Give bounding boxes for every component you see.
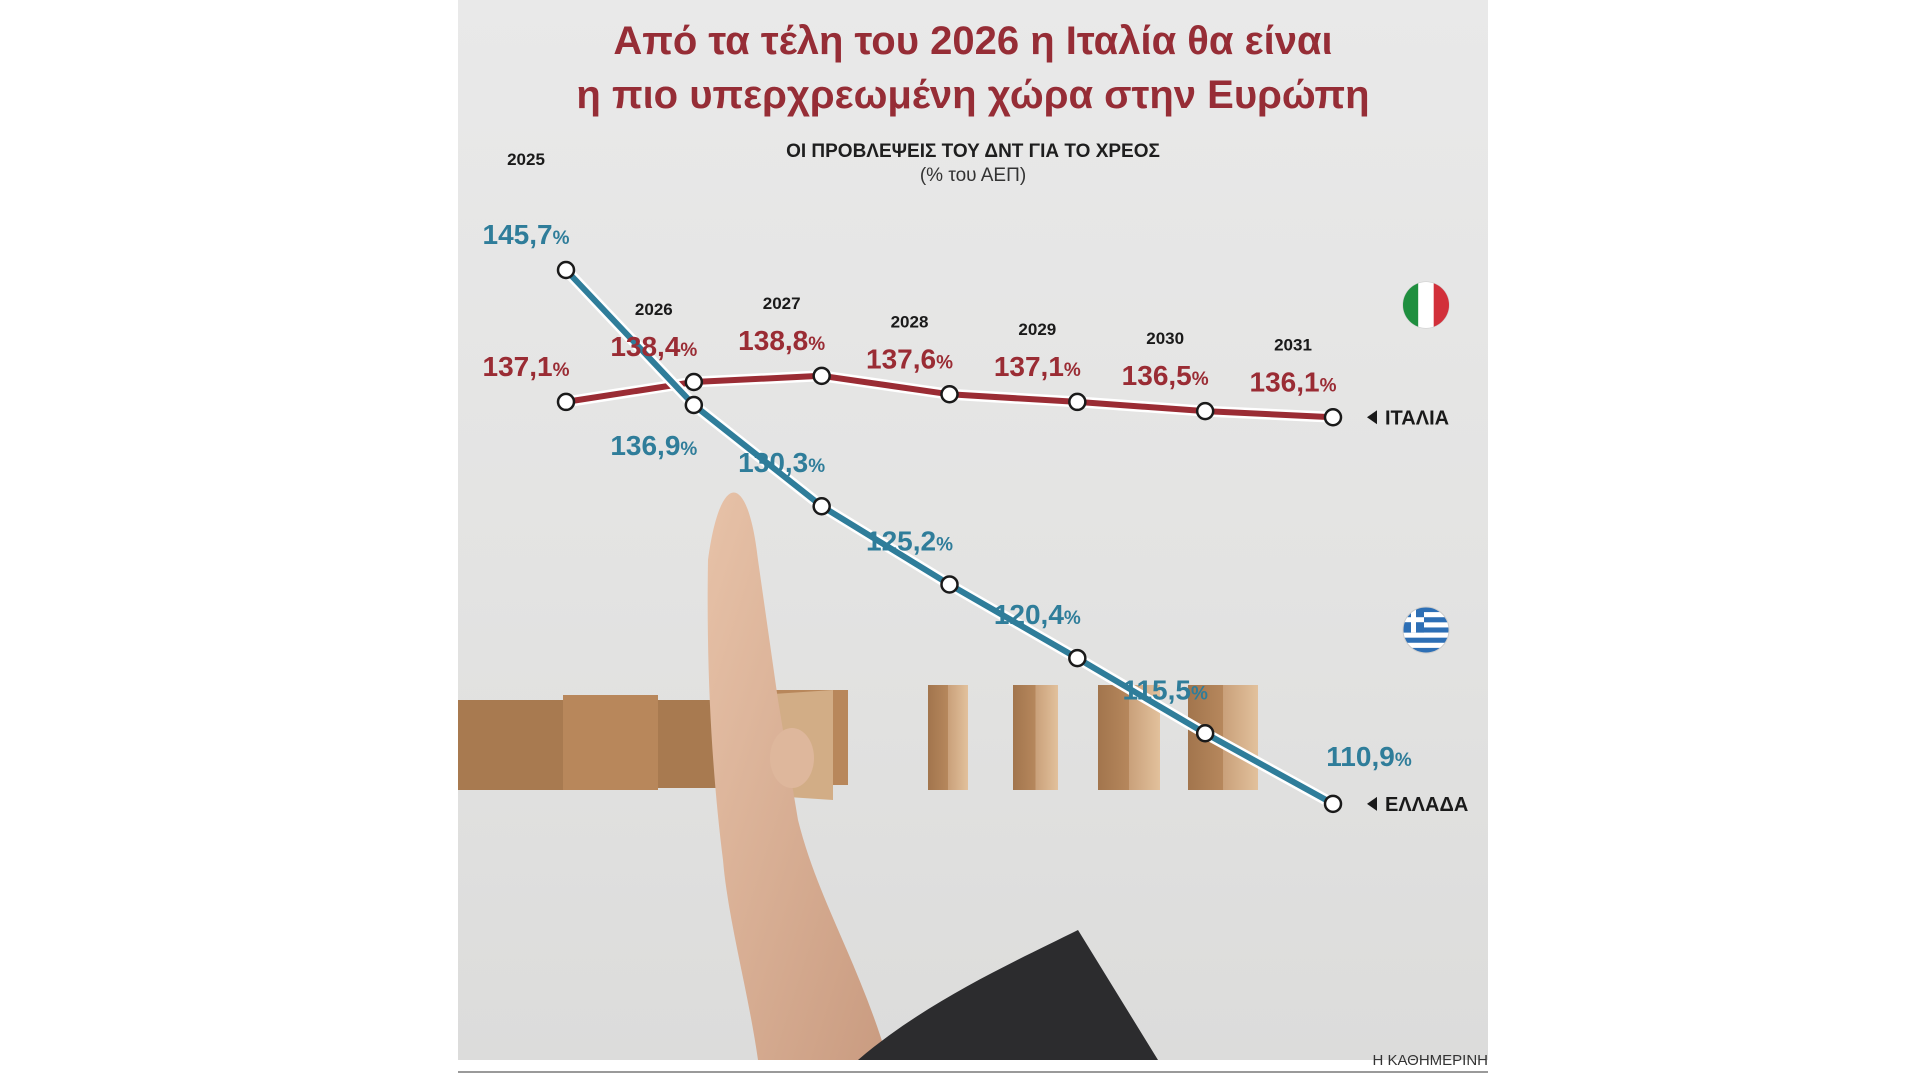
greece-value-label: 125,2% bbox=[866, 525, 953, 556]
flag-stripe bbox=[1403, 632, 1449, 638]
year-tick-label: 2030 bbox=[1146, 329, 1184, 348]
italy-point bbox=[1195, 401, 1215, 421]
greece-arrow-icon bbox=[1367, 796, 1377, 811]
year-tick-label: 2025 bbox=[507, 150, 545, 169]
greece-value-label: 120,4% bbox=[994, 599, 1081, 630]
greece-value-label: 110,9% bbox=[1326, 741, 1412, 772]
standing-block-side bbox=[1013, 685, 1038, 790]
credit-label: Η ΚΑΘΗΜΕΡΙΝΗ bbox=[1372, 1052, 1488, 1069]
flag-stripe bbox=[1403, 612, 1449, 618]
greece-point bbox=[1323, 794, 1343, 814]
italy-flag-stripes bbox=[1403, 282, 1449, 328]
year-tick-label: 2031 bbox=[1274, 335, 1312, 354]
greece-flag-icon bbox=[1402, 606, 1450, 654]
italy-value-label: 138,4% bbox=[610, 331, 697, 362]
italy-point bbox=[684, 372, 704, 392]
greece-value-label: 115,5% bbox=[1122, 674, 1208, 705]
background-illustration bbox=[458, 492, 1258, 1060]
italy-flag-icon bbox=[1402, 281, 1450, 329]
italy-value-label: 137,1% bbox=[994, 351, 1081, 382]
greece-value-label: 145,7% bbox=[483, 219, 570, 250]
greece-value-label: 136,9% bbox=[610, 430, 697, 461]
greece-value-label: 130,3% bbox=[738, 447, 825, 478]
italy-value-label: 136,5% bbox=[1122, 360, 1209, 391]
greece-point bbox=[556, 260, 576, 280]
italy-value-label: 137,6% bbox=[866, 343, 953, 374]
italy-point bbox=[940, 385, 959, 404]
flag-stripe bbox=[1403, 617, 1449, 623]
flag-stripe bbox=[1403, 637, 1449, 644]
fallen-block bbox=[563, 695, 658, 790]
italy-arrow-icon bbox=[1367, 410, 1377, 425]
sleeve bbox=[858, 930, 1158, 1060]
year-tick-label: 2029 bbox=[1018, 320, 1056, 339]
flag-stripe bbox=[1403, 627, 1449, 633]
chart-title: ΟΙ ΠΡΟΒΛΕΨΕΙΣ ΤΟΥ ΔΝΤ ΓΙΑ ΤΟ ΧΡΕΟΣ bbox=[786, 141, 1160, 162]
year-tick-label: 2028 bbox=[891, 312, 929, 331]
flag-stripe bbox=[1403, 607, 1449, 613]
greece-point bbox=[812, 496, 831, 516]
flag-cross-h bbox=[1403, 617, 1424, 623]
greece-point bbox=[940, 575, 959, 594]
standing-block-front bbox=[948, 685, 968, 790]
italy-point bbox=[1068, 392, 1087, 412]
page-title: Από τα τέλη του 2026 η Ιταλία θα είναι η… bbox=[458, 14, 1488, 122]
line-chart: 2025 2026 2027 2028 2029 2030 2031 137,1% 138,4%… bbox=[458, 150, 1468, 1060]
flag-border bbox=[1402, 606, 1450, 654]
flag-red bbox=[1433, 282, 1449, 328]
year-tick-label: 2027 bbox=[763, 294, 801, 313]
flag-stripe bbox=[1403, 622, 1449, 628]
flag-stripe bbox=[1403, 642, 1449, 649]
italy-series-label: ΙΤΑΛΙΑ bbox=[1385, 407, 1449, 429]
greece-series-label: ΕΛΛΑΔΑ bbox=[1385, 794, 1468, 816]
standing-block-front bbox=[1223, 685, 1258, 790]
hand bbox=[707, 492, 888, 1060]
italy-point bbox=[556, 392, 576, 412]
italy-point bbox=[812, 366, 831, 386]
standing-block-side bbox=[1098, 685, 1133, 790]
greece-point bbox=[1068, 648, 1087, 668]
thumb bbox=[770, 728, 814, 788]
chart-subtitle: (% του ΑΕΠ) bbox=[919, 165, 1027, 186]
title-line-1: Από τα τέλη του 2026 η Ιταλία θα είναι bbox=[613, 19, 1333, 63]
footer-divider bbox=[458, 1071, 1488, 1073]
flag-white bbox=[1418, 282, 1434, 328]
infographic-panel: Από τα τέλη του 2026 η Ιταλία θα είναι η… bbox=[458, 0, 1488, 1060]
flag-stripe bbox=[1403, 647, 1449, 653]
title-line-2: η πιο υπερχρεωμένη χώρα στην Ευρώπη bbox=[576, 73, 1370, 117]
italy-value-label: 137,1% bbox=[483, 351, 570, 382]
greece-point bbox=[684, 395, 704, 415]
italy-value-label: 138,8% bbox=[738, 325, 825, 356]
italy-value-label: 136,1% bbox=[1250, 366, 1337, 397]
greece-point bbox=[1195, 724, 1215, 743]
standing-block-side bbox=[928, 685, 950, 790]
flag-green bbox=[1403, 282, 1419, 328]
standing-block-front bbox=[1035, 685, 1058, 790]
fallen-block bbox=[458, 700, 563, 790]
year-tick-label: 2026 bbox=[635, 300, 673, 319]
italy-point bbox=[1323, 408, 1343, 427]
